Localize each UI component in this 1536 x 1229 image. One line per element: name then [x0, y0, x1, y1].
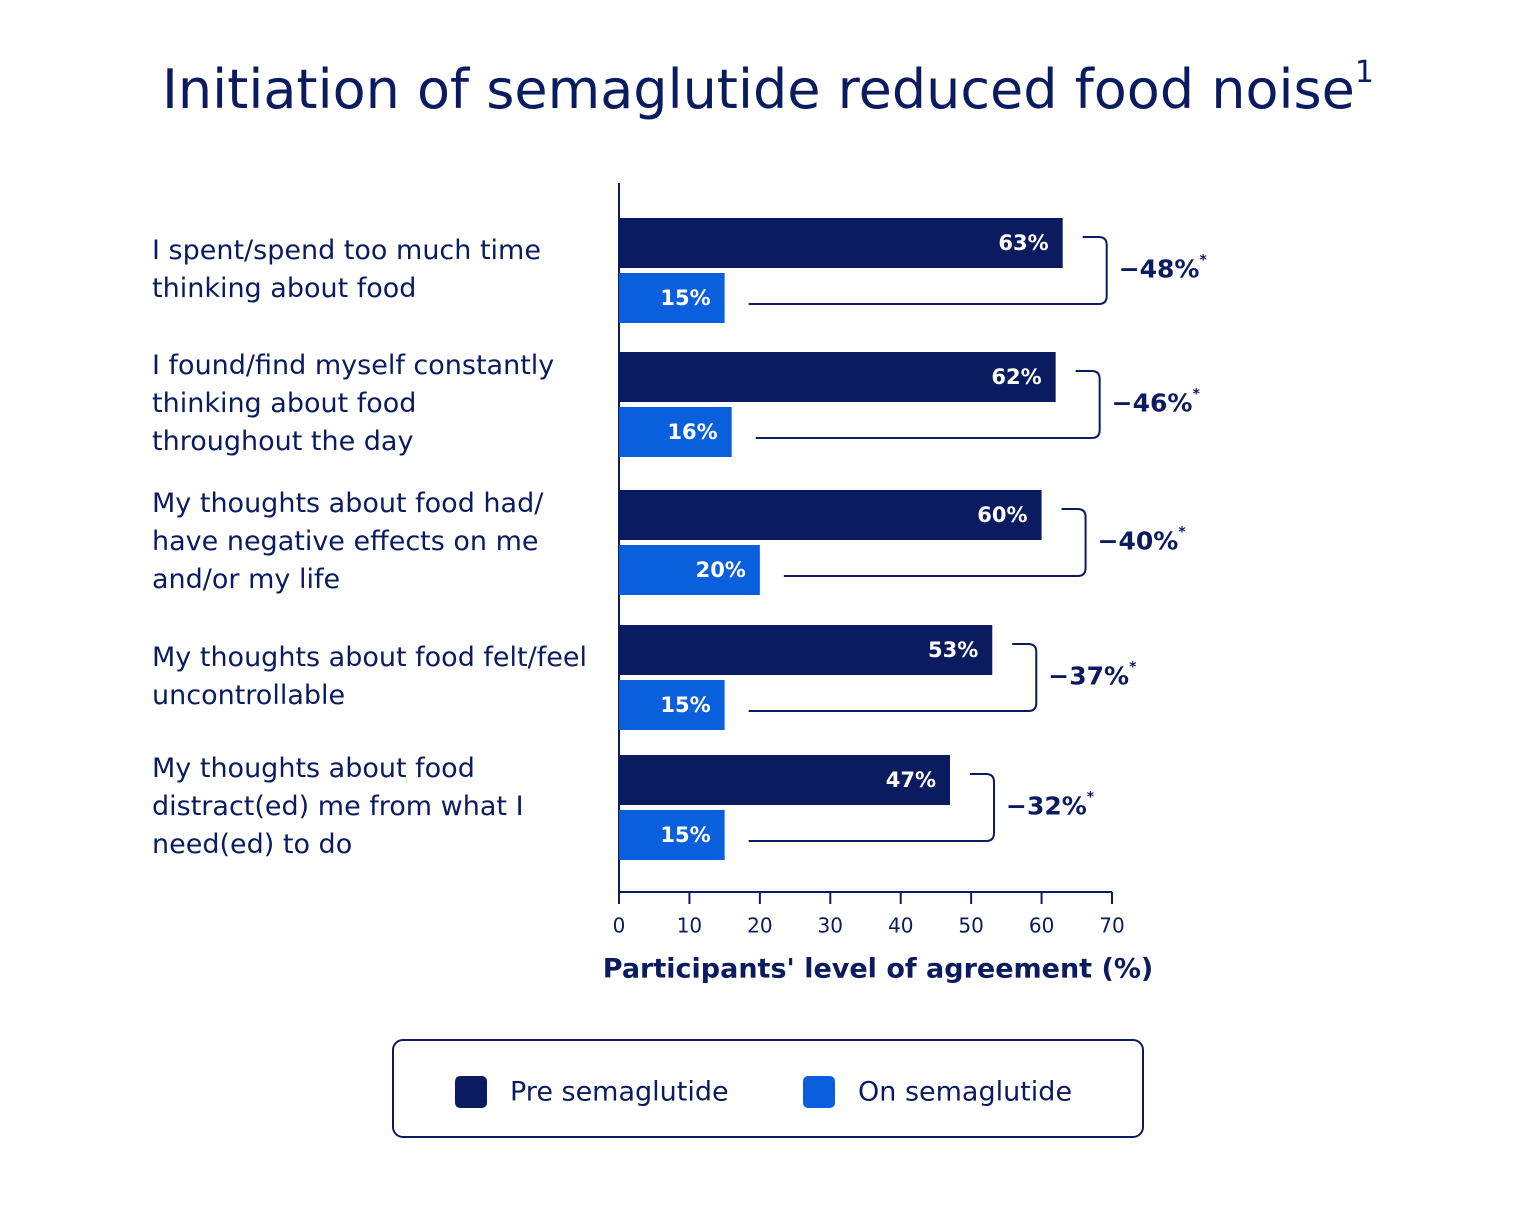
category-label: and/or my life — [152, 564, 340, 595]
x-tick-label: 60 — [1029, 914, 1054, 938]
bar — [619, 625, 993, 675]
legend-swatch — [803, 1076, 835, 1108]
value-label: 20% — [696, 558, 746, 582]
value-label: 53% — [928, 638, 978, 662]
change-note: * — [1192, 387, 1200, 403]
change-note: * — [1178, 525, 1186, 541]
category-label: My thoughts about food had/ — [152, 488, 544, 519]
x-tick-label: 40 — [888, 914, 913, 938]
category-label: I found/find myself constantly — [152, 350, 554, 381]
change-annotation: −37%* — [1048, 660, 1137, 691]
category-label: need(ed) to do — [152, 829, 352, 860]
change-annotation: −40%* — [1098, 525, 1187, 556]
bar — [619, 352, 1056, 402]
x-tick-label: 30 — [818, 914, 843, 938]
legend-label: Pre semaglutide — [510, 1077, 729, 1108]
x-tick-label: 20 — [747, 914, 772, 938]
chart-title: Initiation of semaglutide reduced food n… — [162, 55, 1374, 121]
value-label: 15% — [660, 823, 710, 847]
bar — [619, 755, 951, 805]
change-value: −32% — [1006, 792, 1087, 821]
change-annotation: −32%* — [1006, 790, 1095, 821]
category-label: uncontrollable — [152, 680, 345, 711]
bar — [619, 680, 725, 730]
category-label: thinking about food — [152, 273, 416, 304]
bracket — [748, 643, 1038, 712]
x-tick-label: 10 — [677, 914, 702, 938]
title-footnote: 1 — [1355, 55, 1374, 90]
title-text: Initiation of semaglutide reduced food n… — [162, 58, 1355, 121]
bar — [619, 273, 725, 323]
legend-box — [392, 1039, 1144, 1138]
value-label: 47% — [886, 768, 936, 792]
bar — [619, 490, 1042, 540]
x-axis-label: Participants' level of agreement (%) — [603, 954, 1153, 985]
legend-swatch — [455, 1076, 487, 1108]
bar — [619, 545, 760, 595]
bracket — [748, 773, 996, 842]
value-label: 15% — [660, 286, 710, 310]
change-value: −40% — [1098, 527, 1179, 556]
change-note: * — [1129, 660, 1137, 676]
category-label: My thoughts about food felt/feel — [152, 642, 587, 673]
change-annotation: −46%* — [1112, 387, 1201, 418]
value-label: 60% — [977, 503, 1027, 527]
bracket — [748, 236, 1108, 305]
change-note: * — [1087, 790, 1095, 806]
x-tick-label: 70 — [1099, 914, 1124, 938]
change-annotation: −48%* — [1119, 253, 1208, 284]
value-label: 15% — [660, 693, 710, 717]
change-value: −48% — [1119, 255, 1200, 284]
x-tick-label: 0 — [613, 914, 626, 938]
bar — [619, 810, 725, 860]
category-label: distract(ed) me from what I — [152, 791, 524, 822]
change-value: −37% — [1048, 662, 1129, 691]
bar — [619, 218, 1063, 268]
category-label: My thoughts about food — [152, 753, 475, 784]
value-label: 63% — [998, 231, 1048, 255]
bracket — [755, 370, 1101, 439]
bar — [619, 407, 732, 457]
x-tick-label: 50 — [958, 914, 983, 938]
category-label: thinking about food — [152, 388, 416, 419]
category-label: throughout the day — [152, 426, 413, 457]
legend-label: On semaglutide — [858, 1077, 1072, 1108]
category-label: I spent/spend too much time — [152, 235, 541, 266]
change-note: * — [1199, 253, 1207, 269]
bracket — [783, 508, 1087, 577]
change-value: −46% — [1112, 389, 1193, 418]
value-label: 16% — [667, 420, 717, 444]
category-label: have negative effects on me — [152, 526, 539, 557]
value-label: 62% — [991, 365, 1041, 389]
